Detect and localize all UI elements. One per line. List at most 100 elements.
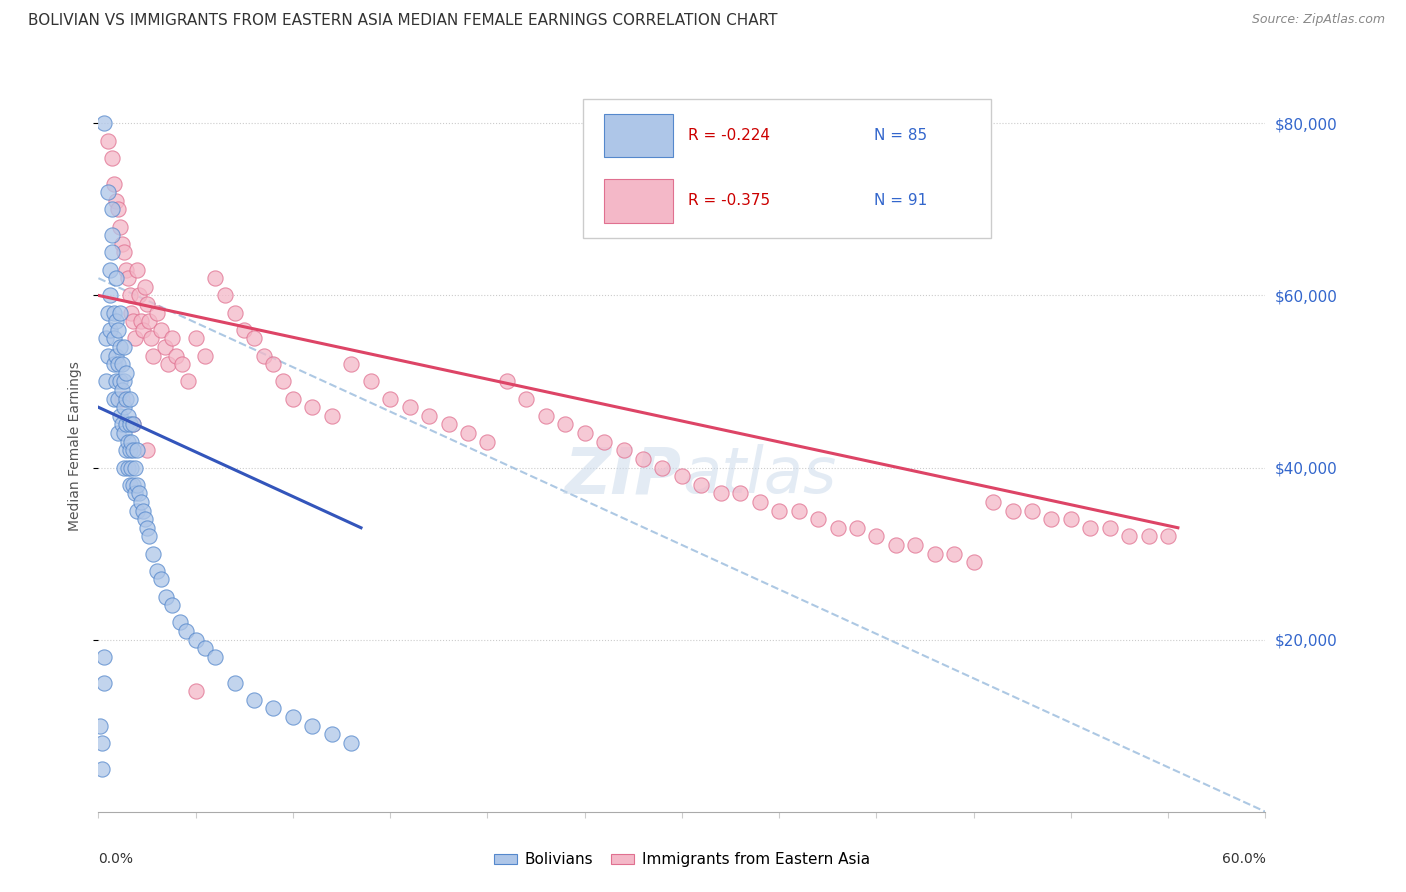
- Point: [103, 331, 125, 345]
- Point: [1118, 529, 1140, 543]
- Point: [162, 331, 184, 345]
- Point: [101, 202, 124, 217]
- Point: [117, 271, 139, 285]
- Point: [93, 116, 115, 130]
- Point: [846, 521, 869, 535]
- Point: [118, 417, 141, 432]
- Point: [112, 460, 135, 475]
- Point: [114, 443, 136, 458]
- Text: ZIP: ZIP: [565, 444, 682, 507]
- Point: [108, 375, 131, 389]
- Point: [138, 529, 160, 543]
- Point: [477, 434, 499, 449]
- Point: [127, 503, 149, 517]
- Point: [111, 357, 134, 371]
- Legend: Bolivians, Immigrants from Eastern Asia: Bolivians, Immigrants from Eastern Asia: [488, 847, 876, 873]
- Point: [118, 477, 141, 491]
- Point: [103, 392, 125, 406]
- Point: [112, 426, 135, 441]
- Point: [574, 426, 596, 441]
- Point: [97, 349, 120, 363]
- Point: [112, 340, 135, 354]
- Point: [262, 357, 284, 371]
- Point: [593, 434, 616, 449]
- Point: [101, 245, 124, 260]
- Point: [281, 392, 304, 406]
- Text: N = 91: N = 91: [875, 194, 928, 209]
- Point: [104, 375, 127, 389]
- Text: BOLIVIAN VS IMMIGRANTS FROM EASTERN ASIA MEDIAN FEMALE EARNINGS CORRELATION CHAR: BOLIVIAN VS IMMIGRANTS FROM EASTERN ASIA…: [28, 13, 778, 29]
- Point: [124, 486, 146, 500]
- Point: [1157, 529, 1180, 543]
- Point: [153, 340, 176, 354]
- Point: [103, 357, 125, 371]
- Point: [128, 288, 150, 302]
- Point: [117, 409, 139, 423]
- Point: [253, 349, 276, 363]
- FancyBboxPatch shape: [582, 99, 991, 237]
- Point: [271, 375, 294, 389]
- Point: [117, 434, 139, 449]
- Text: 60.0%: 60.0%: [1222, 852, 1265, 866]
- Point: [112, 375, 135, 389]
- Point: [194, 349, 217, 363]
- Point: [827, 521, 849, 535]
- Y-axis label: Median Female Earnings: Median Female Earnings: [67, 361, 82, 531]
- Point: [768, 503, 790, 517]
- Point: [904, 538, 927, 552]
- Point: [170, 357, 193, 371]
- Point: [93, 649, 115, 664]
- Point: [98, 262, 121, 277]
- Point: [457, 426, 479, 441]
- Point: [418, 409, 440, 423]
- FancyBboxPatch shape: [603, 113, 672, 157]
- Point: [89, 719, 111, 733]
- Point: [117, 460, 139, 475]
- Point: [184, 331, 207, 345]
- Point: [122, 417, 145, 432]
- Point: [146, 564, 169, 578]
- Point: [104, 349, 127, 363]
- Text: N = 85: N = 85: [875, 128, 928, 143]
- Text: Source: ZipAtlas.com: Source: ZipAtlas.com: [1251, 13, 1385, 27]
- Point: [104, 271, 127, 285]
- Point: [111, 392, 134, 406]
- Point: [177, 375, 200, 389]
- Point: [107, 202, 129, 217]
- Point: [122, 314, 145, 328]
- Point: [127, 477, 149, 491]
- Point: [224, 675, 246, 690]
- Point: [184, 684, 207, 698]
- Point: [107, 426, 129, 441]
- Point: [204, 271, 226, 285]
- Point: [865, 529, 887, 543]
- Point: [360, 375, 382, 389]
- Point: [651, 460, 673, 475]
- Point: [262, 701, 284, 715]
- Point: [155, 590, 177, 604]
- Point: [169, 615, 191, 630]
- Point: [962, 555, 984, 569]
- Point: [1021, 503, 1043, 517]
- Point: [96, 375, 118, 389]
- Point: [534, 409, 557, 423]
- Point: [127, 443, 149, 458]
- Point: [174, 624, 197, 638]
- Point: [134, 512, 156, 526]
- Point: [108, 219, 131, 234]
- Point: [114, 262, 136, 277]
- Point: [107, 323, 129, 337]
- Point: [1098, 521, 1121, 535]
- Point: [301, 401, 323, 415]
- Point: [107, 392, 129, 406]
- Point: [112, 245, 135, 260]
- Point: [104, 314, 127, 328]
- Point: [103, 177, 125, 191]
- Point: [165, 349, 187, 363]
- Point: [149, 573, 172, 587]
- Point: [233, 323, 256, 337]
- Point: [204, 649, 226, 664]
- Point: [1040, 512, 1063, 526]
- Point: [97, 305, 120, 319]
- Point: [924, 547, 946, 561]
